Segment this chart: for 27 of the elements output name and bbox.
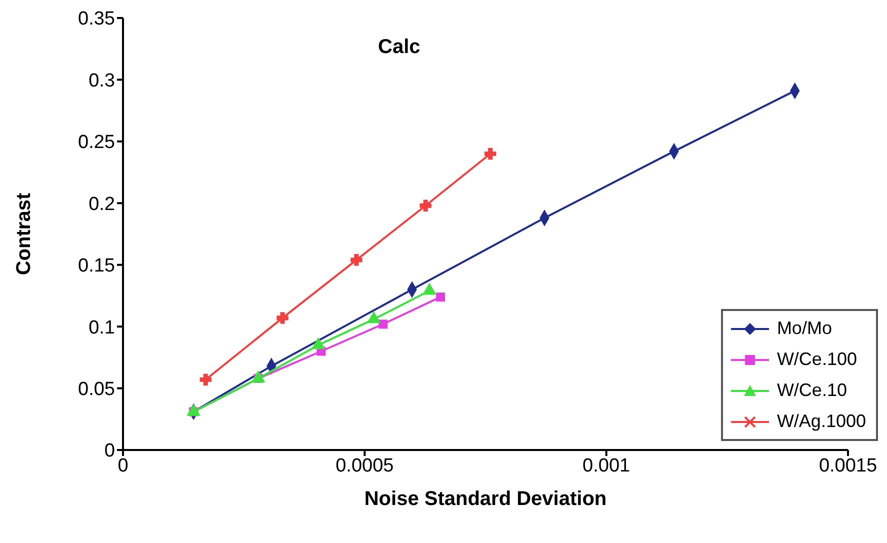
y-tick-label: 0.25 <box>78 132 115 154</box>
y-tick-label: 0.2 <box>88 194 115 215</box>
x-axis-title: Noise Standard Deviation <box>364 488 607 510</box>
point <box>378 320 388 329</box>
point <box>276 312 288 324</box>
point <box>436 292 446 302</box>
x-tick-label: 0.001 <box>582 455 630 476</box>
y-tick-label: 0.15 <box>78 256 115 277</box>
legend-label: W/Ce.100 <box>776 348 857 371</box>
text: Calc <box>378 36 420 59</box>
point <box>420 200 432 212</box>
y-tick-label: 0.05 <box>78 379 115 400</box>
x-tick-label: 0 <box>118 455 128 476</box>
point <box>312 338 325 350</box>
legend-label: Mo/Mo <box>776 317 832 340</box>
point <box>484 148 496 160</box>
y-tick-label: 0.3 <box>88 70 115 92</box>
y-tick-label: 0.35 <box>78 8 115 30</box>
point <box>200 374 212 386</box>
legend-label: W/Ag.1000 <box>776 410 866 433</box>
x-tick-label: 0.0005 <box>336 455 394 476</box>
y-tick-label: 0.1 <box>88 317 115 338</box>
y-tick-label: 0 <box>104 440 115 462</box>
legend-label: W/Ce.10 <box>776 379 847 402</box>
y-axis-title: Contrast <box>13 192 36 276</box>
point <box>350 254 362 266</box>
x-tick-label: 0.0015 <box>818 455 878 476</box>
